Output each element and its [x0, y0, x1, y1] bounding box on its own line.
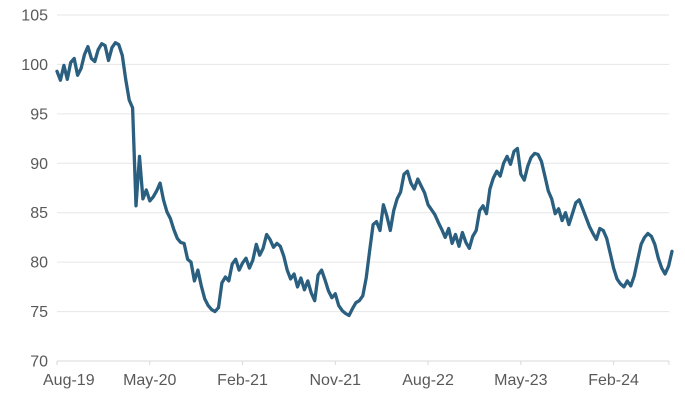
x-tick-label: May-23 — [494, 372, 547, 389]
data-series-line — [55, 41, 674, 318]
y-tick-label: 85 — [30, 205, 48, 222]
x-tick-label: Nov-21 — [310, 372, 362, 389]
x-tick-label: Feb-24 — [588, 372, 639, 389]
y-tick-label: 100 — [21, 57, 48, 74]
y-tick-label: 90 — [30, 156, 48, 173]
y-tick-label: 80 — [30, 255, 48, 272]
y-tick-label: 70 — [30, 354, 48, 371]
y-tick-label: 95 — [30, 106, 48, 123]
x-tick-label: Aug-19 — [43, 372, 95, 389]
x-tick-label: Aug-22 — [402, 372, 454, 389]
y-tick-label: 105 — [21, 8, 48, 25]
x-tick-label: May-20 — [123, 372, 176, 389]
y-tick-label: 75 — [30, 304, 48, 321]
x-tick-label: Feb-21 — [217, 372, 268, 389]
